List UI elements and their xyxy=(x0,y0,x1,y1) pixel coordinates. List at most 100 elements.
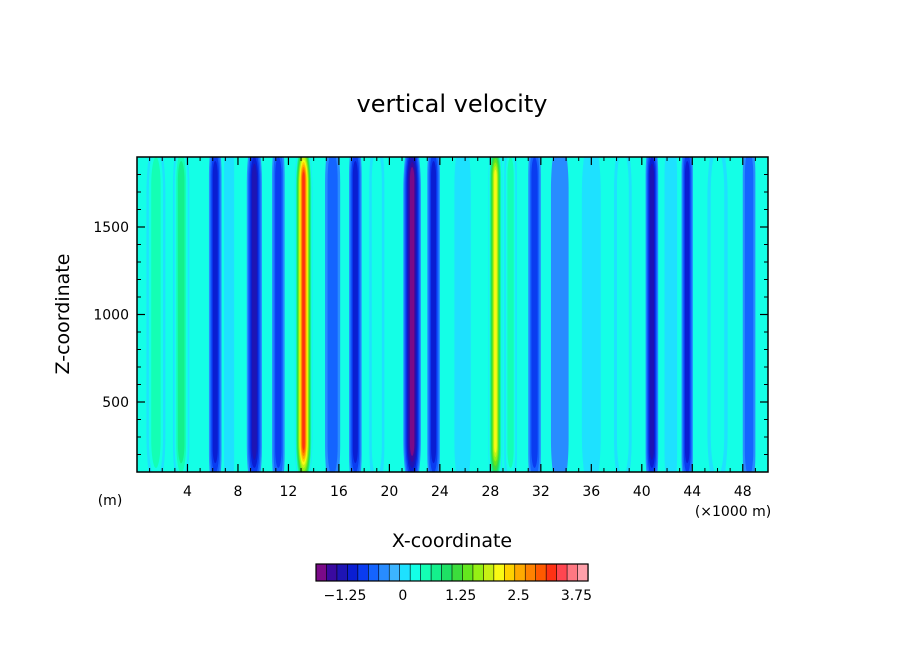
x-tick-label: 44 xyxy=(683,484,701,500)
heatmap-column xyxy=(488,157,503,472)
x-tick-label: 48 xyxy=(734,484,752,500)
heatmap-band xyxy=(431,161,437,464)
colorbar-cell xyxy=(388,563,401,582)
heatmap-column xyxy=(172,157,190,472)
y-axis-label: Z-coordinate xyxy=(52,254,74,375)
colorbar-cell xyxy=(566,563,579,582)
heatmap-column xyxy=(403,157,421,472)
heatmap-band xyxy=(684,161,690,464)
heatmap-column xyxy=(550,157,569,472)
heatmap-column xyxy=(581,157,601,472)
y-tick-label: 1000 xyxy=(93,308,129,324)
heatmap-band xyxy=(649,163,654,460)
heatmap-band xyxy=(327,157,338,472)
colorbar-cell xyxy=(524,563,537,582)
colorbar-tick-label: 2.5 xyxy=(507,588,529,604)
heatmap-band xyxy=(454,157,471,472)
colorbar: −1.25 0 1.25 2.5 3.75 xyxy=(315,563,592,604)
heatmap-band xyxy=(581,157,601,472)
heatmap-column xyxy=(504,157,517,472)
colorbar-cell xyxy=(556,563,568,582)
colorbar-tick-label: 3.75 xyxy=(561,588,592,604)
heatmap-column xyxy=(645,157,659,472)
colorbar-cell xyxy=(441,563,453,582)
colorbar-cell xyxy=(326,563,338,582)
colorbar-cell xyxy=(347,563,359,582)
colorbar-cell xyxy=(315,563,328,582)
colorbar-cell xyxy=(472,563,484,582)
heatmap-column xyxy=(742,157,756,472)
heatmap-band xyxy=(302,172,305,450)
heatmap-column xyxy=(272,157,285,472)
colorbar-cell xyxy=(504,563,516,582)
heatmap-band xyxy=(224,157,235,472)
colorbar-cell xyxy=(493,563,505,582)
heatmap-band xyxy=(507,157,514,468)
colorbar-tick-label: 0 xyxy=(398,588,407,604)
heatmap-band xyxy=(409,167,415,456)
x-tick-label: 40 xyxy=(633,484,651,500)
colorbar-tick-label: −1.25 xyxy=(323,588,366,604)
heatmap-column xyxy=(681,157,693,472)
colorbar-cell xyxy=(462,563,474,582)
colorbar-cell xyxy=(336,563,348,582)
heatmap-column xyxy=(427,157,440,472)
heatmap-column xyxy=(325,157,341,472)
x-tick-label: 8 xyxy=(233,484,242,500)
heatmap-band xyxy=(531,157,538,468)
heatmap-band xyxy=(664,157,678,472)
colorbar-cell xyxy=(451,563,464,582)
colorbar-cell xyxy=(420,563,432,582)
x-unit-left: (m) xyxy=(98,493,123,509)
heatmap-column xyxy=(664,157,678,472)
plot-background xyxy=(137,157,768,472)
heatmap-column xyxy=(707,157,728,472)
x-tick-label: 24 xyxy=(431,484,449,500)
colorbar-cell xyxy=(577,563,589,582)
colorbar-cell xyxy=(378,563,390,582)
chart-title: vertical velocity xyxy=(357,90,548,118)
heatmap-band xyxy=(251,163,257,460)
heatmap-band xyxy=(177,161,185,464)
colorbar-cell xyxy=(368,563,380,582)
heatmap-column xyxy=(146,157,166,472)
heatmap-band xyxy=(212,161,218,464)
heatmap-band xyxy=(550,157,569,472)
y-tick-label: 1500 xyxy=(93,220,129,236)
heatmap-column xyxy=(294,157,313,472)
x-tick-label: 36 xyxy=(582,484,600,500)
heatmap-band xyxy=(616,157,629,472)
x-tick-label: 32 xyxy=(532,484,550,500)
colorbar-cell xyxy=(514,563,526,582)
x-tick-label: 16 xyxy=(330,484,348,500)
heatmap-band xyxy=(352,161,358,464)
heatmap-column xyxy=(224,157,235,472)
heatmap-column xyxy=(614,157,632,472)
y-tick-label: 500 xyxy=(102,395,129,411)
heatmap-column xyxy=(246,157,262,472)
x-tick-label: 12 xyxy=(280,484,298,500)
heatmap-band xyxy=(494,169,497,453)
heatmap-band xyxy=(744,157,754,472)
colorbar-cell xyxy=(430,563,443,582)
colorbar-cell xyxy=(545,563,558,582)
heatmap-band xyxy=(371,157,382,472)
colorbar-cell xyxy=(399,563,411,582)
x-tick-label: 28 xyxy=(481,484,499,500)
heatmap-band xyxy=(151,157,161,468)
x-axis-label: X-coordinate xyxy=(392,530,512,552)
colorbar-tick-label: 1.25 xyxy=(445,588,476,604)
heatmap-columns xyxy=(146,157,756,472)
colorbar-cell xyxy=(483,563,495,582)
heatmap-column xyxy=(369,157,385,472)
colorbar-frame xyxy=(315,563,589,582)
heatmap-column xyxy=(349,157,362,472)
x-tick-label: 4 xyxy=(183,484,192,500)
heatmap-band xyxy=(710,157,725,472)
colorbar-cell xyxy=(357,563,369,582)
x-tick-label: 20 xyxy=(380,484,398,500)
x-unit-right: (×1000 m) xyxy=(695,504,771,520)
